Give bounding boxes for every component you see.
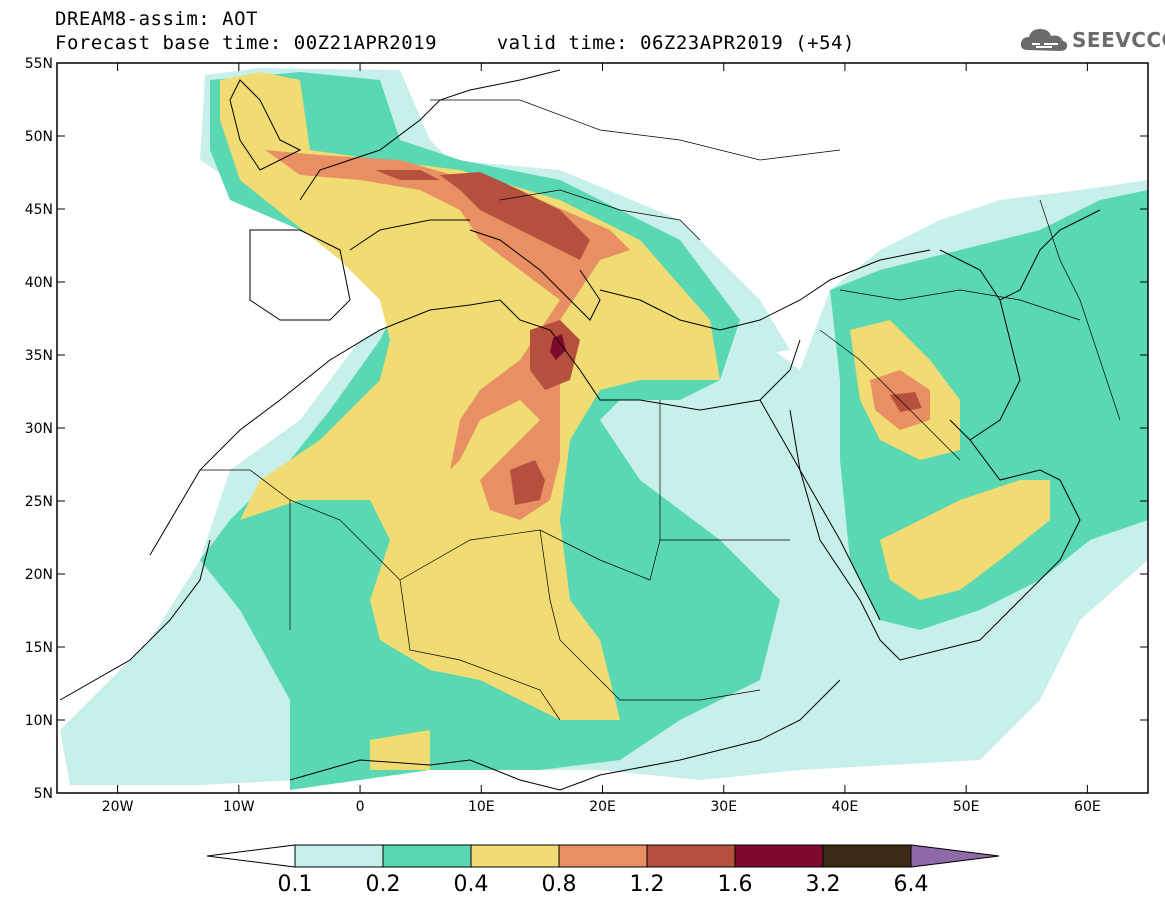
x-tick-label: 0: [356, 799, 365, 815]
colorbar-swatch: [294, 844, 384, 868]
aot-field: [60, 68, 1148, 790]
cloud-icon: [1020, 29, 1068, 51]
colorbar-level-label: 6.4: [893, 872, 929, 897]
x-tick-label: 20W: [102, 799, 134, 815]
colorbar-level-label: 1.6: [717, 872, 753, 897]
y-tick-label: 10N: [25, 713, 53, 729]
x-tick-label: 10W: [223, 799, 255, 815]
x-tick-label: 40E: [832, 799, 859, 815]
x-axis: 20W 10W 0 10E 20E 30E 40E 50E 60E: [102, 63, 1101, 815]
y-tick-label: 40N: [25, 275, 53, 291]
logo-text: SEEVCCC: [1072, 28, 1165, 52]
map-title: DREAM8-assim: AOT: [55, 8, 258, 30]
colorbar-swatch: [646, 844, 736, 868]
y-tick-label: 45N: [25, 202, 53, 218]
y-tick-label: 20N: [25, 567, 53, 583]
colorbar-level-label: 1.2: [629, 872, 665, 897]
colorbar-level-label: 0.8: [541, 872, 577, 897]
y-tick-label: 55N: [25, 56, 53, 72]
colorbar-level-label: 0.2: [365, 872, 401, 897]
colorbar-swatch: [470, 844, 560, 868]
seevccc-logo: SEEVCCC: [1018, 20, 1165, 60]
y-tick-label: 50N: [25, 129, 53, 145]
x-tick-label: 20E: [589, 799, 616, 815]
y-tick-label: 30N: [25, 421, 53, 437]
y-tick-label: 25N: [25, 494, 53, 510]
country-borders: [200, 99, 1121, 721]
aot-level-1-2: [375, 170, 922, 505]
x-tick-label: 30E: [710, 799, 737, 815]
colorbar: [206, 844, 1000, 868]
colorbar-swatch: [734, 844, 824, 868]
colorbar-swatch: [822, 844, 912, 868]
x-tick-label: 10E: [468, 799, 495, 815]
colorbar-level-label: 3.2: [805, 872, 841, 897]
colorbar-swatch: [382, 844, 472, 868]
colorbar-swatch: [558, 844, 648, 868]
colorbar-low-arrow: [206, 844, 296, 868]
colorbar-high-arrow: [910, 844, 1000, 868]
forecast-time-line: Forecast base time: 00Z21APR2019 valid t…: [55, 32, 855, 54]
y-tick-label: 35N: [25, 348, 53, 364]
colorbar-level-label: 0.4: [453, 872, 489, 897]
y-axis: 55N 50N 45N 40N 35N 30N 25N 20N 15N 10N 5N: [25, 56, 1148, 802]
aot-level-1-6: [550, 334, 566, 360]
coastlines: [59, 69, 1101, 791]
y-tick-label: 15N: [25, 640, 53, 656]
x-tick-label: 50E: [953, 799, 980, 815]
colorbar-level-label: 0.1: [277, 872, 313, 897]
x-tick-label: 60E: [1074, 799, 1101, 815]
y-tick-label: 5N: [34, 786, 53, 802]
